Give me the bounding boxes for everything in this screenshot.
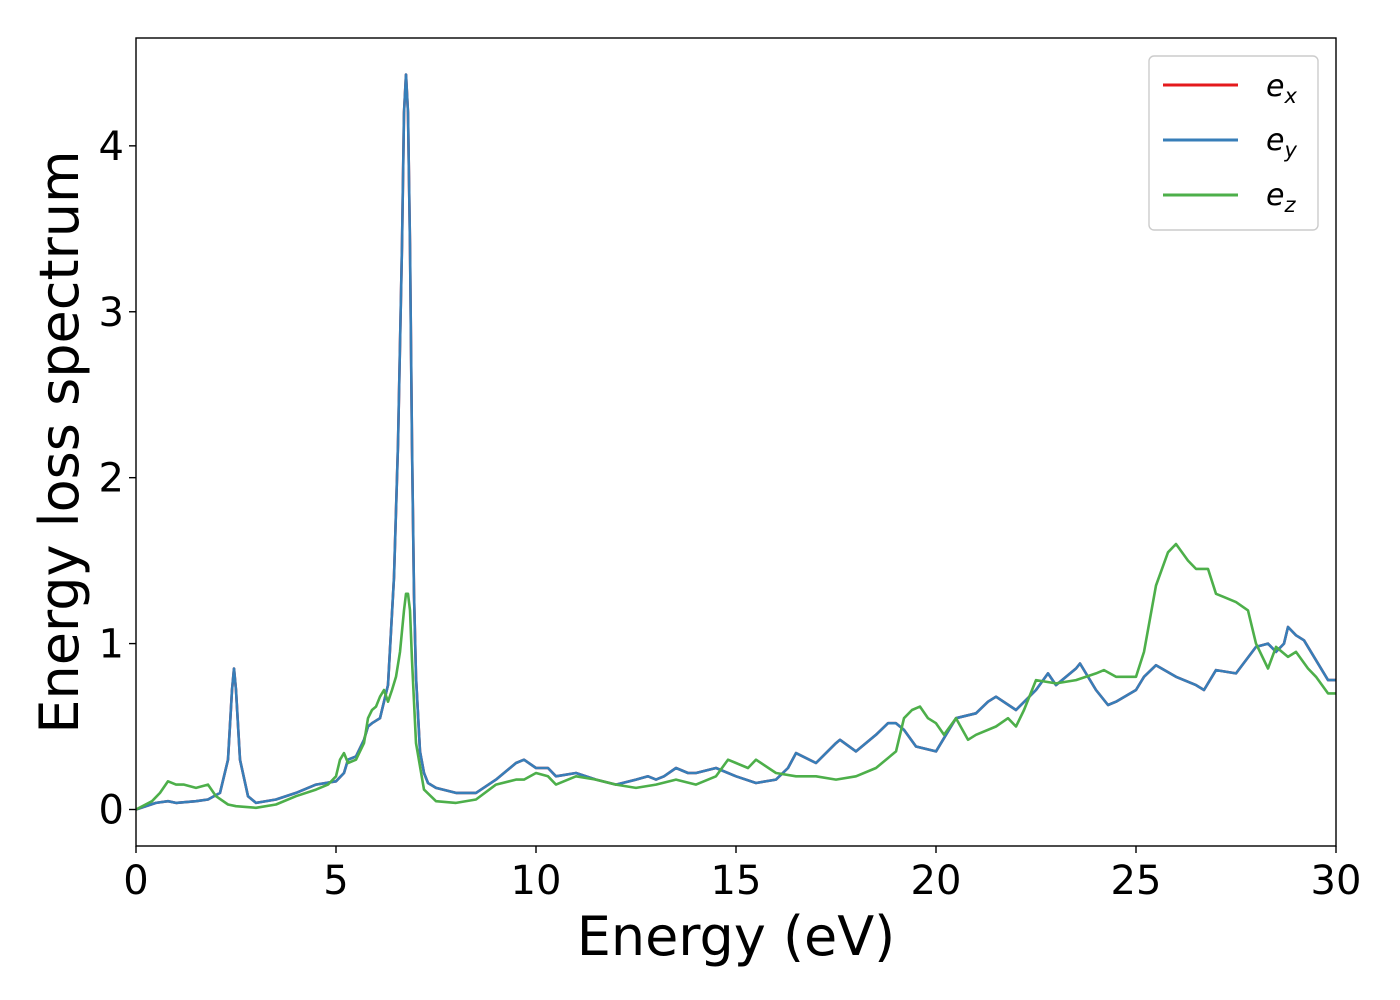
y-tick-label: 3 bbox=[99, 290, 124, 336]
y-axis-ticks: 0 1 2 3 4 bbox=[99, 124, 136, 833]
legend-label-ex: ex bbox=[1266, 69, 1297, 108]
x-tick-label: 5 bbox=[323, 858, 348, 904]
legend-box bbox=[1148, 55, 1319, 231]
x-tick-label: 0 bbox=[123, 858, 148, 904]
x-axis-ticks: 0 5 10 15 20 25 30 bbox=[123, 846, 1361, 904]
y-axis-title: Energy loss spectrum bbox=[28, 150, 91, 733]
x-axis-title: Energy (eV) bbox=[577, 905, 896, 968]
series-layer bbox=[135, 73, 1336, 811]
series-line-ez bbox=[135, 542, 1336, 811]
legend-label-ez: ez bbox=[1266, 178, 1296, 217]
x-tick-label: 10 bbox=[511, 858, 562, 904]
y-tick-label: 4 bbox=[99, 124, 124, 170]
x-tick-label: 30 bbox=[1311, 858, 1362, 904]
x-tick-label: 15 bbox=[711, 858, 762, 904]
legend-label-ey: ey bbox=[1266, 123, 1297, 162]
legend: ex ey ez bbox=[1148, 55, 1319, 231]
y-tick-label: 2 bbox=[99, 456, 124, 502]
x-tick-label: 25 bbox=[1111, 858, 1162, 904]
series-line-ey bbox=[135, 73, 1336, 811]
y-tick-label: 1 bbox=[99, 622, 124, 668]
x-tick-label: 20 bbox=[911, 858, 962, 904]
y-tick-label: 0 bbox=[99, 787, 124, 833]
